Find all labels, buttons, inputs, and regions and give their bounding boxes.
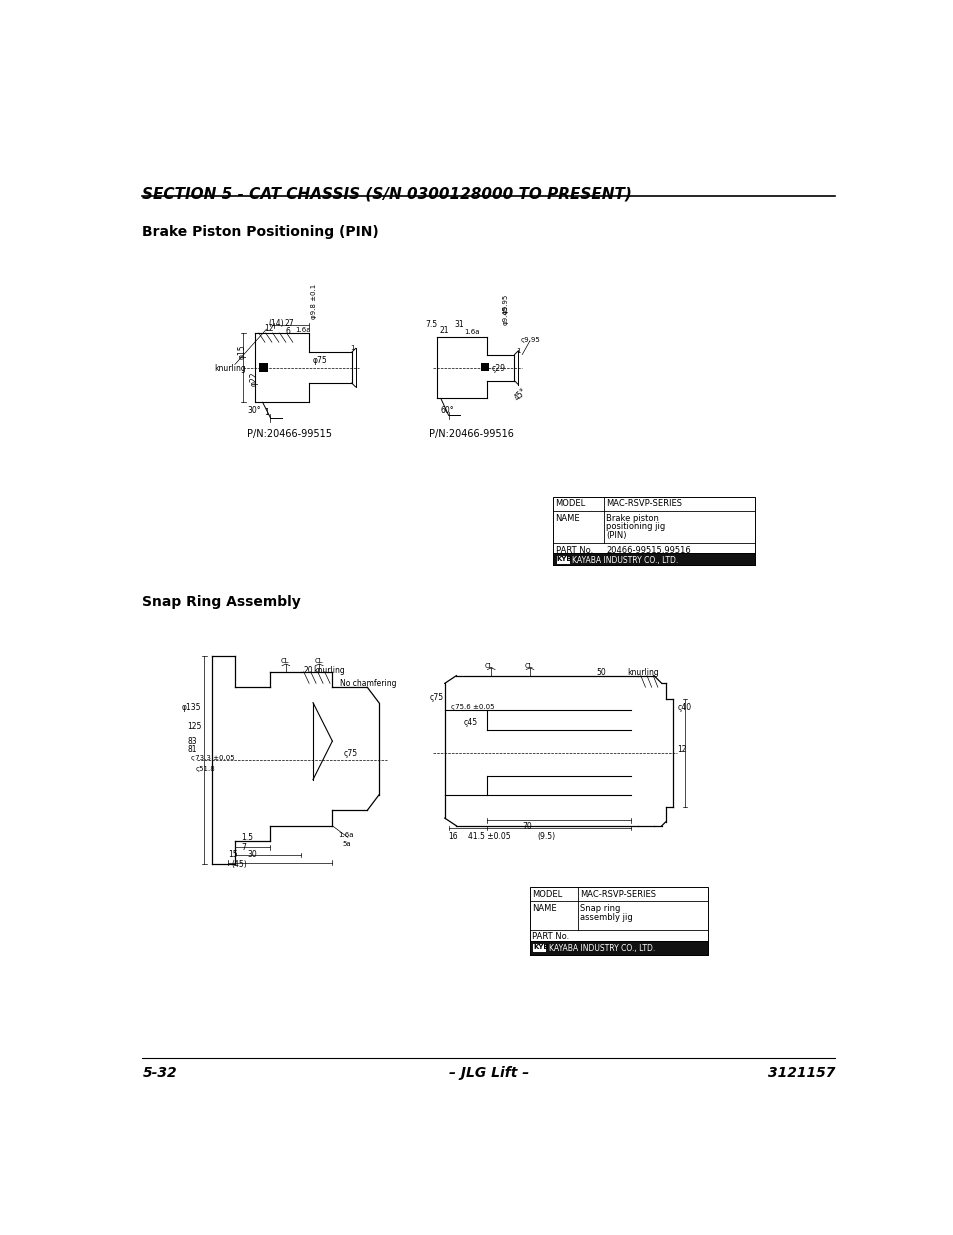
Text: 15: 15 <box>228 851 237 860</box>
Text: 3121157: 3121157 <box>767 1066 835 1081</box>
Text: 83: 83 <box>187 737 197 746</box>
Text: 1: 1 <box>264 409 269 417</box>
Text: No chamfering: No chamfering <box>340 679 396 688</box>
Text: 41.5 ±0.05: 41.5 ±0.05 <box>468 832 510 841</box>
Text: 30: 30 <box>247 851 256 860</box>
Text: P/N:20466-99516: P/N:20466-99516 <box>429 430 514 440</box>
Text: φ22: φ22 <box>249 372 258 387</box>
Text: NAME: NAME <box>532 904 557 914</box>
Text: MAC-RSVP-SERIES: MAC-RSVP-SERIES <box>579 889 656 899</box>
Text: KAYABA INDUSTRY CO., LTD.: KAYABA INDUSTRY CO., LTD. <box>571 556 678 564</box>
Text: 1.6a: 1.6a <box>294 327 311 333</box>
Bar <box>530 941 707 955</box>
Text: Snap ring: Snap ring <box>579 904 620 914</box>
Text: 5-32: 5-32 <box>142 1066 177 1081</box>
Text: knurling: knurling <box>213 364 245 373</box>
Text: 60°: 60° <box>440 406 454 415</box>
Text: KYB: KYB <box>533 944 548 950</box>
Bar <box>530 888 707 955</box>
Text: Brake Piston Positioning (PIN): Brake Piston Positioning (PIN) <box>142 225 379 240</box>
Text: (9.5): (9.5) <box>537 832 556 841</box>
Text: MAC-RSVP-SERIES: MAC-RSVP-SERIES <box>605 499 681 509</box>
Text: 31: 31 <box>454 320 463 329</box>
Text: 125: 125 <box>187 721 202 731</box>
Text: φ9.45: φ9.45 <box>502 305 508 325</box>
Text: (14): (14) <box>269 319 284 329</box>
Text: 50: 50 <box>596 668 605 677</box>
Text: knurling: knurling <box>626 668 658 677</box>
Text: CL: CL <box>524 662 533 668</box>
Bar <box>555 555 569 564</box>
Text: 12: 12 <box>677 745 686 753</box>
Bar <box>553 496 754 564</box>
Text: 1.6a: 1.6a <box>464 330 479 335</box>
Text: φ75: φ75 <box>313 356 328 366</box>
Text: positioning jig: positioning jig <box>605 522 664 531</box>
Text: ς29: ς29 <box>491 364 505 373</box>
Text: ς40: ς40 <box>677 703 691 711</box>
Text: knurling: knurling <box>313 667 344 676</box>
Text: 7.5: 7.5 <box>425 320 437 329</box>
Text: Snap Ring Assembly: Snap Ring Assembly <box>142 595 301 609</box>
Text: 1.6a: 1.6a <box>337 832 353 839</box>
Text: CL: CL <box>484 662 493 668</box>
Bar <box>480 363 488 370</box>
Text: (45): (45) <box>232 861 247 869</box>
Text: P/N:20466-99515: P/N:20466-99515 <box>247 430 332 440</box>
Text: 12: 12 <box>264 324 274 332</box>
Text: assembly jig: assembly jig <box>579 913 633 921</box>
Text: 16: 16 <box>448 832 457 841</box>
Text: MODEL: MODEL <box>555 499 585 509</box>
Text: NAME: NAME <box>555 514 579 522</box>
Text: 21: 21 <box>439 326 448 335</box>
Text: 81: 81 <box>187 745 196 753</box>
Text: 1: 1 <box>516 348 520 354</box>
Text: 1.5: 1.5 <box>241 834 253 842</box>
Text: 6: 6 <box>286 327 291 336</box>
Text: 27: 27 <box>284 319 294 329</box>
Text: PART No.: PART No. <box>555 546 592 555</box>
Text: KAYABA INDUSTRY CO., LTD.: KAYABA INDUSTRY CO., LTD. <box>548 944 654 952</box>
Text: ς75: ς75 <box>344 748 357 758</box>
Bar <box>553 553 754 564</box>
Text: ς75: ς75 <box>429 693 443 703</box>
Text: ς51.8: ς51.8 <box>195 766 214 772</box>
Text: φ9.95: φ9.95 <box>502 294 508 314</box>
Text: 20466-99515,99516: 20466-99515,99516 <box>605 546 690 555</box>
Text: 5a: 5a <box>342 841 351 847</box>
Text: PART No.: PART No. <box>532 932 569 941</box>
Text: 7: 7 <box>241 842 246 852</box>
Text: – JLG Lift –: – JLG Lift – <box>448 1066 529 1081</box>
Text: 1: 1 <box>350 346 355 351</box>
Text: 45°: 45° <box>513 387 528 403</box>
Text: SECTION 5 - CAT CHASSIS (S/N 0300128000 TO PRESENT): SECTION 5 - CAT CHASSIS (S/N 0300128000 … <box>142 186 632 201</box>
Text: φ15: φ15 <box>237 345 247 359</box>
Text: ς45: ς45 <box>464 718 477 727</box>
Text: ς9.95: ς9.95 <box>520 337 540 343</box>
Text: φ9.8 ±0.1: φ9.8 ±0.1 <box>311 284 316 319</box>
Text: φ135: φ135 <box>181 703 200 711</box>
Text: KYB: KYB <box>556 556 572 562</box>
Text: MODEL: MODEL <box>532 889 562 899</box>
Text: 30°: 30° <box>247 406 260 415</box>
Text: CL: CL <box>280 658 289 664</box>
Text: 20: 20 <box>303 667 313 676</box>
Bar <box>532 942 546 952</box>
Text: 70: 70 <box>521 823 532 831</box>
Text: ς73.3 ±0.05: ς73.3 ±0.05 <box>191 755 233 761</box>
Text: ς75.6 ±0.05: ς75.6 ±0.05 <box>451 704 494 710</box>
Bar <box>258 363 268 372</box>
Text: Brake piston: Brake piston <box>605 514 659 522</box>
Text: CL: CL <box>314 658 323 664</box>
Text: (PIN): (PIN) <box>605 531 626 540</box>
